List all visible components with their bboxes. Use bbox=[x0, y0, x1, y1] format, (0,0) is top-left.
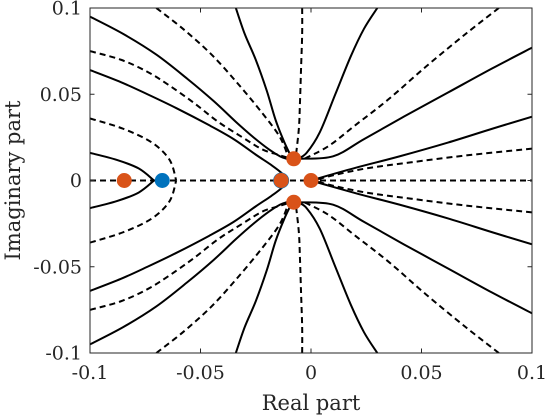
curves-layer bbox=[90, 8, 532, 353]
solid-curve-10 bbox=[297, 201, 379, 353]
solid-curve-11 bbox=[310, 115, 532, 182]
markers-layer bbox=[116, 151, 319, 210]
solid-curve-4 bbox=[90, 179, 288, 292]
dashed-curve-3 bbox=[90, 180, 178, 244]
dashed-curve-4 bbox=[90, 50, 292, 160]
dashed-curve-10 bbox=[303, 8, 500, 160]
dashed-curve-7 bbox=[155, 201, 290, 353]
solid-curve-2 bbox=[90, 179, 155, 210]
solid-curve-6 bbox=[90, 201, 288, 346]
x-tick-label-3: 0 bbox=[305, 362, 317, 384]
blue-marker-1 bbox=[154, 173, 170, 188]
dashed-curve-8 bbox=[294, 8, 304, 159]
x-tick-label-5: 0.1 bbox=[517, 362, 547, 384]
solid-curve-13 bbox=[299, 46, 532, 160]
x-tick-label-2: -0.05 bbox=[176, 362, 225, 384]
dashed-curve-11 bbox=[303, 201, 500, 353]
orange-marker-3 bbox=[303, 173, 319, 188]
solid-curve-9 bbox=[297, 8, 379, 160]
ticks-layer bbox=[89, 7, 533, 354]
orange-marker-5 bbox=[286, 194, 302, 210]
y-tick-label-4: 0.05 bbox=[40, 84, 82, 106]
dashed-curve-9 bbox=[294, 202, 304, 353]
dashed-curve-6 bbox=[155, 8, 290, 160]
y-tick-label-3: 0 bbox=[70, 170, 82, 192]
y-tick-label-1: -0.1 bbox=[45, 343, 82, 365]
solid-curve-12 bbox=[310, 179, 532, 246]
y-axis-label: Imaginary part bbox=[1, 100, 25, 261]
solid-curve-1 bbox=[90, 151, 155, 182]
x-axis-label: Real part bbox=[262, 391, 361, 415]
solid-curve-7 bbox=[234, 8, 294, 160]
solid-curve-14 bbox=[299, 201, 532, 315]
y-tick-label-2: -0.05 bbox=[33, 256, 82, 278]
x-tick-label-4: 0.05 bbox=[400, 362, 442, 384]
tick-labels-layer: -0.1 -0.05 0 0.05 0.1 -0.1 -0.05 0 0.05 0.1 bbox=[33, 0, 547, 384]
solid-curve-3 bbox=[90, 69, 288, 182]
orange-marker-1 bbox=[116, 173, 132, 188]
y-tick-label-5: 0.1 bbox=[52, 0, 82, 20]
solid-curve-5 bbox=[90, 15, 288, 160]
dashed-curve-13 bbox=[312, 179, 532, 214]
x-tick-label-1: -0.1 bbox=[72, 362, 109, 384]
solid-curve-8 bbox=[234, 201, 294, 353]
dashed-curve-2 bbox=[90, 117, 178, 181]
orange-marker-4 bbox=[286, 151, 302, 167]
orange-marker-2 bbox=[273, 173, 289, 188]
dashed-curve-12 bbox=[312, 147, 532, 182]
dashed-curve-5 bbox=[90, 201, 292, 311]
